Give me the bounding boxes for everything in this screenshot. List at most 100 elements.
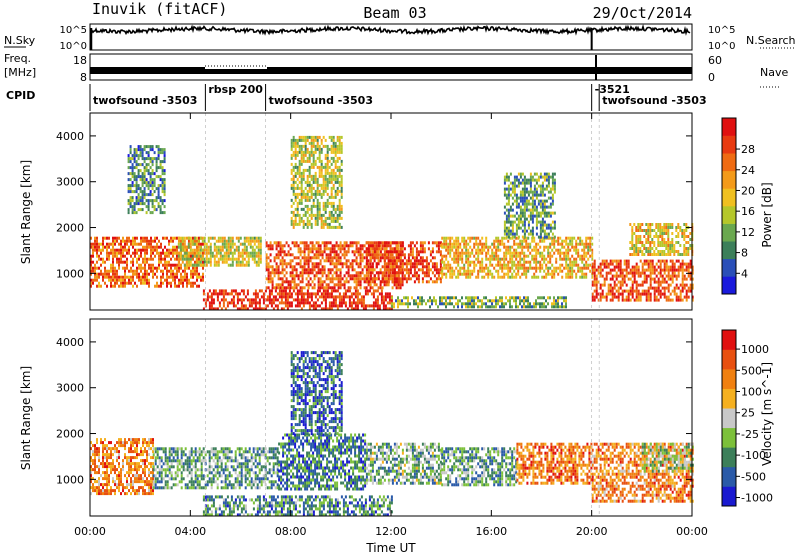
- heat-cell: [649, 274, 652, 278]
- heat-cell: [172, 254, 174, 258]
- heat-cell: [523, 305, 525, 309]
- heat-cell: [332, 150, 335, 154]
- heat-cell: [196, 278, 198, 282]
- heat-cell: [149, 193, 152, 197]
- heat-cell: [161, 160, 164, 164]
- heat-cell: [477, 242, 480, 246]
- heat-cell: [161, 199, 164, 203]
- heat-cell: [180, 239, 182, 243]
- heat-cell: [104, 260, 106, 264]
- heat-cell: [300, 135, 303, 139]
- heat-cell: [382, 295, 385, 299]
- heat-cell: [541, 302, 543, 306]
- heat-cell: [294, 165, 297, 169]
- heat-cell: [669, 244, 672, 247]
- heat-cell: [635, 247, 638, 250]
- heat-cell: [186, 248, 188, 252]
- heat-cell: [455, 257, 458, 261]
- heat-cell: [519, 205, 522, 209]
- heat-cell: [318, 150, 321, 154]
- heat-cell: [527, 260, 530, 264]
- heat-cell: [331, 268, 334, 272]
- heat-cell: [322, 289, 325, 293]
- heat-cell: [380, 298, 383, 302]
- heat-cell: [340, 141, 343, 145]
- heat-cell: [290, 168, 293, 172]
- heat-cell: [493, 299, 495, 303]
- heat-cell: [314, 138, 317, 142]
- heat-cell: [485, 245, 488, 249]
- heat-cell: [401, 259, 404, 263]
- heat-cell: [193, 248, 196, 252]
- heat-cell: [575, 272, 578, 276]
- heat-cell: [300, 201, 303, 205]
- heat-cell: [287, 283, 290, 287]
- heat-cell: [265, 244, 268, 248]
- heat-cell: [316, 289, 319, 293]
- heat-cell: [249, 236, 252, 240]
- heat-cell: [449, 242, 452, 246]
- heat-cell: [659, 262, 662, 266]
- heat-cell: [218, 304, 221, 308]
- heat-cell: [421, 302, 423, 306]
- heat-cell: [276, 304, 279, 308]
- heat-cell: [407, 268, 410, 272]
- heat-cell: [306, 225, 309, 229]
- heat-cell: [168, 248, 170, 252]
- heat-cell: [224, 289, 227, 293]
- heat-cell: [301, 271, 304, 275]
- heat-cell: [332, 144, 335, 148]
- heat-cell: [367, 265, 370, 269]
- heat-cell: [225, 239, 228, 243]
- heat-cell: [579, 254, 582, 258]
- heat-cell: [155, 208, 158, 212]
- heat-cell: [367, 244, 370, 248]
- heat-cell: [359, 283, 362, 287]
- heat-cell: [320, 295, 323, 299]
- heat-cell: [330, 307, 333, 311]
- heat-cell: [593, 298, 596, 302]
- heat-cell: [307, 286, 310, 290]
- heat-cell: [318, 192, 321, 196]
- heat-cell: [455, 254, 458, 258]
- heat-cell: [561, 263, 564, 267]
- heat-cell: [583, 266, 586, 270]
- heat-cell: [176, 263, 178, 267]
- heat-cell: [185, 254, 188, 258]
- heat-cell: [330, 168, 333, 172]
- heat-cell: [275, 271, 278, 275]
- heat-cell: [362, 298, 365, 302]
- heat-cell: [177, 260, 180, 264]
- heat-cell: [301, 265, 304, 269]
- heat-cell: [156, 275, 158, 279]
- heat-cell: [667, 298, 670, 302]
- heat-cell: [411, 241, 414, 245]
- heat-cell: [201, 257, 204, 261]
- heat-cell: [599, 262, 602, 266]
- heat-cell: [164, 260, 166, 264]
- heat-cell: [533, 266, 536, 270]
- heat-cell: [629, 292, 632, 296]
- heat-cell: [645, 262, 648, 266]
- heat-cell: [465, 275, 468, 279]
- heat-cell: [277, 265, 280, 269]
- heat-cell: [497, 239, 500, 243]
- heat-cell: [291, 271, 294, 275]
- heat-cell: [254, 298, 257, 302]
- heat-cell: [122, 239, 124, 243]
- heat-cell: [381, 277, 384, 281]
- heat-cell: [499, 305, 501, 309]
- heat-cell: [441, 257, 444, 261]
- heat-cell: [415, 253, 418, 257]
- heat-cell: [232, 295, 235, 299]
- heat-cell: [150, 263, 152, 267]
- heat-cell: [213, 260, 216, 264]
- heat-cell: [135, 151, 138, 155]
- heat-cell: [529, 260, 532, 264]
- heat-cell: [112, 251, 114, 255]
- heat-cell: [361, 256, 364, 260]
- heat-cell: [151, 163, 154, 167]
- heat-cell: [131, 172, 134, 176]
- heat-cell: [278, 295, 281, 299]
